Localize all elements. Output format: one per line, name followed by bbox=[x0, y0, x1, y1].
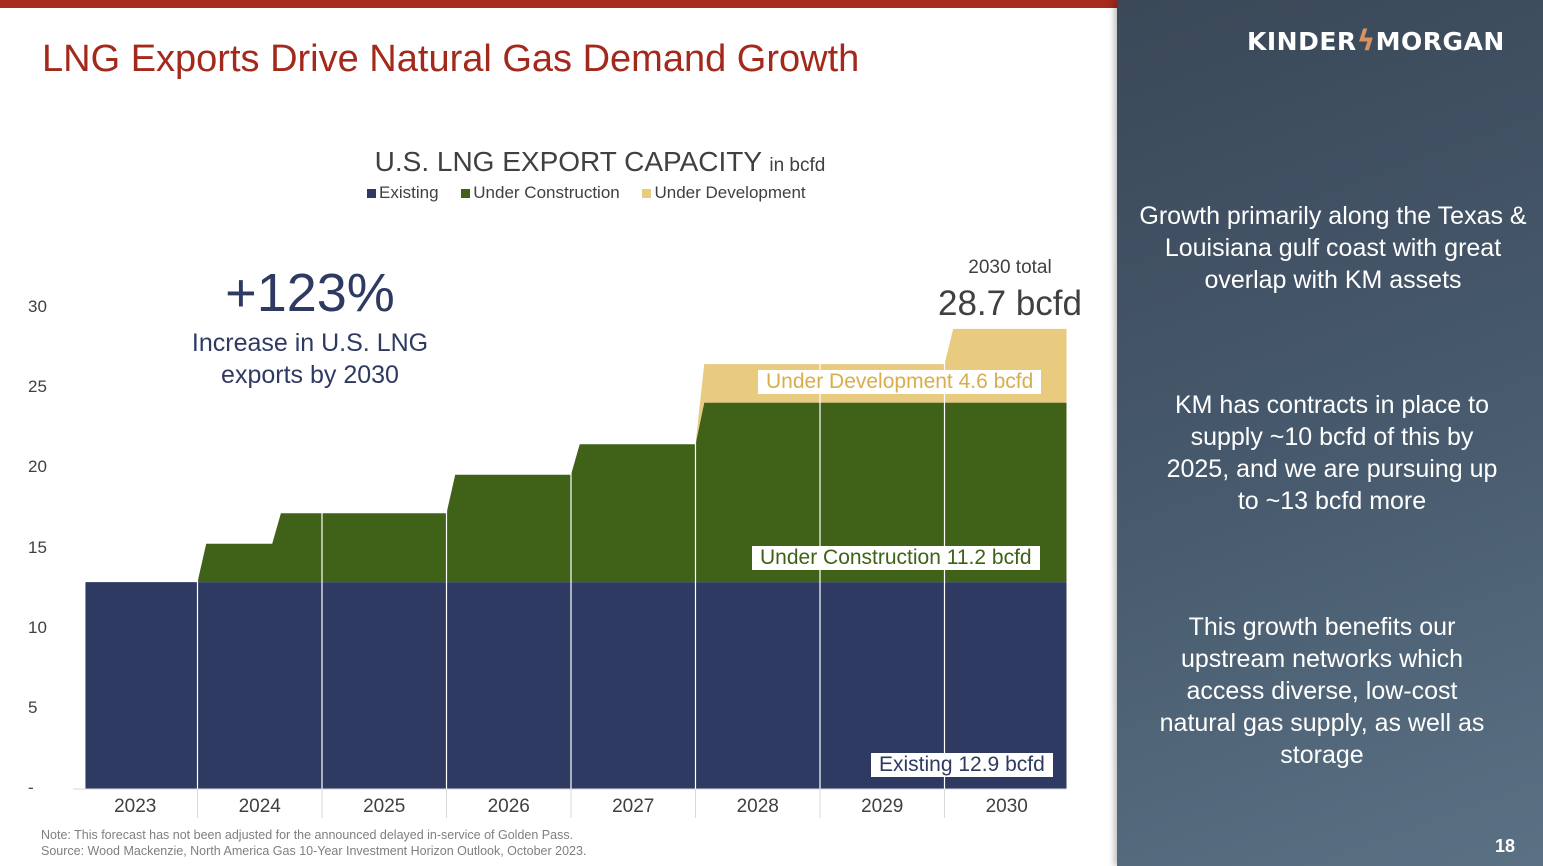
x-tick-label: 2028 bbox=[736, 796, 779, 817]
chart-title-text: U.S. LNG EXPORT CAPACITY bbox=[374, 146, 762, 177]
callout-text-2: exports by 2030 bbox=[221, 361, 399, 389]
under-development-label: Under Development 4.6 bcfd bbox=[758, 370, 1042, 394]
x-tick-label: 2029 bbox=[861, 796, 904, 817]
sidebar-point-1: Growth primarily along the Texas & Louis… bbox=[1139, 202, 1527, 294]
area-under-construction bbox=[85, 402, 1067, 583]
footnote: Note: This forecast has not been adjuste… bbox=[41, 828, 574, 842]
y-tick-label: 25 bbox=[28, 377, 47, 397]
sidebar-panel: KINDERϟMORGAN Growth primarily along the… bbox=[1117, 0, 1543, 866]
area-existing bbox=[85, 582, 1067, 789]
legend-label: Under Construction bbox=[473, 183, 620, 202]
legend-swatch bbox=[642, 189, 652, 198]
under-construction-label: Under Construction 11.2 bcfd bbox=[752, 546, 1040, 570]
lightning-bolt-icon: ϟ bbox=[1356, 24, 1376, 57]
x-tick-label: 2025 bbox=[363, 796, 406, 817]
logo-text-left: KINDER bbox=[1247, 27, 1357, 56]
total-value: 28.7 bcfd bbox=[938, 284, 1082, 323]
legend-swatch bbox=[367, 189, 376, 198]
x-tick-label: 2030 bbox=[985, 796, 1028, 817]
existing-label: Existing 12.9 bcfd bbox=[871, 753, 1053, 777]
chart-plot bbox=[73, 328, 1067, 818]
chart-title-unit: in bcfd bbox=[769, 155, 826, 176]
x-tick-label: 2026 bbox=[487, 796, 530, 817]
callout-text-1: Increase in U.S. LNG bbox=[191, 329, 429, 357]
y-tick-label: 5 bbox=[28, 697, 38, 717]
legend-item-under-construction: Under Construction bbox=[461, 183, 620, 202]
legend-item-under-development: Under Development bbox=[642, 183, 806, 202]
logo-text-right: MORGAN bbox=[1375, 27, 1505, 56]
y-tick-label: - bbox=[28, 778, 34, 797]
y-tick-label: 30 bbox=[28, 297, 47, 316]
legend-label: Under Development bbox=[654, 183, 806, 202]
chart-title: U.S. LNG EXPORT CAPACITY in bcfd bbox=[0, 146, 1200, 178]
x-tick-label: 2023 bbox=[114, 796, 157, 817]
chart-legend: Existing Under Construction Under Develo… bbox=[367, 183, 824, 203]
y-tick-label: 20 bbox=[28, 457, 47, 477]
kinder-morgan-logo: KINDERϟMORGAN bbox=[1247, 24, 1505, 57]
page-title: LNG Exports Drive Natural Gas Demand Gro… bbox=[42, 38, 860, 80]
sidebar-point-2: KM has contracts in place to supply ~10 … bbox=[1166, 391, 1498, 515]
page-number: 18 bbox=[1494, 836, 1515, 856]
top-accent-bar bbox=[0, 0, 1117, 8]
x-tick-label: 2024 bbox=[238, 796, 281, 817]
total-label: 2030 total bbox=[968, 257, 1052, 278]
x-tick-label: 2027 bbox=[612, 796, 655, 817]
legend-swatch bbox=[461, 189, 471, 198]
y-tick-label: 15 bbox=[28, 537, 47, 557]
callout-value: +123% bbox=[225, 263, 395, 323]
sidebar-point-3: This growth benefits our upstream networ… bbox=[1159, 613, 1485, 769]
legend-label: Existing bbox=[379, 183, 439, 202]
source-note: Source: Wood Mackenzie, North America Ga… bbox=[41, 844, 587, 858]
y-tick-label: 10 bbox=[28, 617, 47, 637]
legend-item-existing: Existing bbox=[367, 183, 439, 202]
